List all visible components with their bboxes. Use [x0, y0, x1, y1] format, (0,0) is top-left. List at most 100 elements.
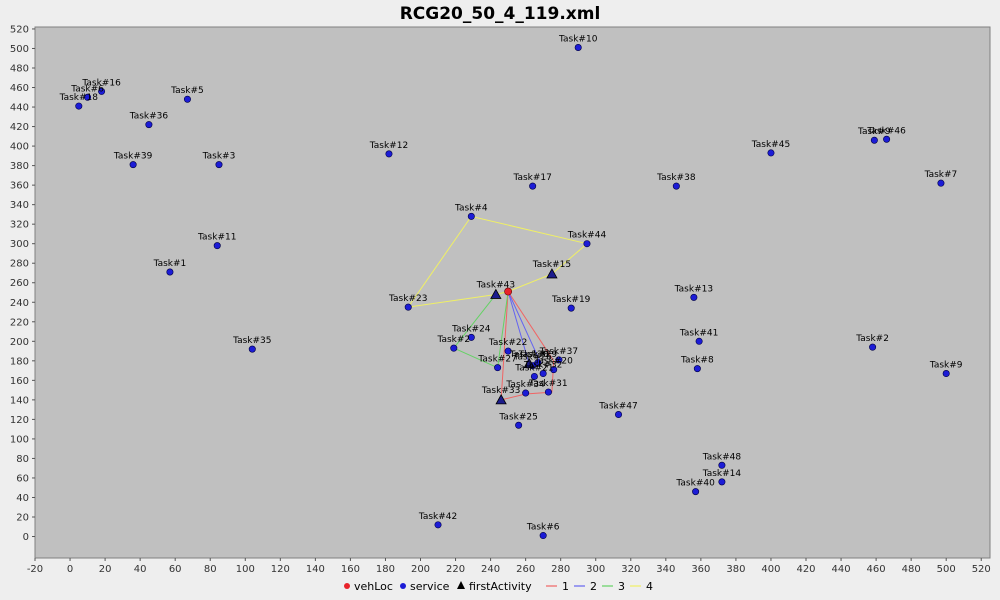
service-point-label: Task#11	[197, 233, 236, 243]
service-point-label: Task#2	[436, 335, 470, 345]
y-tick-label: 480	[10, 63, 29, 74]
service-point	[529, 182, 537, 190]
service-point-label: Task#25	[498, 412, 537, 422]
y-tick-label: 280	[10, 259, 29, 270]
x-tick-label: 500	[937, 564, 956, 575]
service-point	[767, 149, 775, 157]
x-tick-label: 280	[551, 564, 570, 575]
service-point-label: Task#27	[477, 355, 516, 365]
point-labels: Task#1Task#3Task#5Task#6Task#18Task#16Ta…	[59, 34, 963, 532]
legend-label-service: service	[410, 580, 450, 593]
service-point-label: Task#47	[598, 402, 637, 412]
y-tick-label: 0	[23, 532, 29, 543]
first-activity-label: Task#30	[509, 350, 549, 360]
service-point-label: Task#12	[369, 141, 408, 151]
y-tick-label: 460	[10, 83, 29, 94]
service-point	[504, 347, 512, 355]
service-point	[450, 344, 458, 352]
service-point-label: Task#39	[113, 152, 153, 162]
service-point	[215, 161, 223, 169]
service-point	[555, 356, 563, 364]
service-point-label: Task#9	[929, 361, 963, 371]
service-point-label: Task#46	[866, 126, 906, 136]
x-tick-label: 480	[902, 564, 921, 575]
x-tick-label: 340	[656, 564, 675, 575]
service-point	[494, 364, 502, 372]
service-point	[937, 179, 945, 187]
x-tick-label: 460	[867, 564, 886, 575]
service-point	[693, 365, 701, 373]
x-tick-label: 120	[271, 564, 290, 575]
service-point	[690, 293, 698, 301]
service-point	[404, 303, 412, 311]
legend-label-1: 1	[562, 580, 569, 593]
y-tick-label: 40	[16, 493, 29, 504]
service-point	[544, 388, 552, 396]
vehicle-location-point	[504, 287, 513, 296]
service-point	[75, 102, 83, 110]
first-activity-label: Task#33	[481, 386, 520, 396]
y-tick-label: 120	[10, 415, 29, 426]
service-point-label: Task#9	[857, 127, 891, 137]
service-point-label: Task#26	[512, 353, 552, 363]
service-point	[695, 337, 703, 345]
service-point-label: Task#40	[675, 479, 715, 489]
x-tick-label: 420	[796, 564, 815, 575]
service-point	[718, 461, 726, 469]
x-tick-label: 80	[204, 564, 217, 575]
y-tick-label: 180	[10, 356, 29, 367]
service-point	[213, 242, 221, 250]
service-point	[718, 478, 726, 486]
service-point	[145, 121, 153, 129]
x-tick-label: 40	[134, 564, 147, 575]
x-tick-label: 180	[376, 564, 395, 575]
chart-title: RCG20_50_4_119.xml	[400, 4, 601, 24]
x-tick-label: 200	[411, 564, 430, 575]
service-point	[567, 304, 575, 312]
service-point-label: Task#1	[153, 259, 187, 269]
legend-label-3: 3	[618, 580, 625, 593]
service-point-label: Task#8	[680, 356, 714, 366]
y-tick-label: 20	[16, 513, 29, 524]
service-point	[539, 370, 547, 378]
y-tick-label: 320	[10, 220, 29, 231]
service-point-label: Task#20	[533, 357, 573, 367]
axes: -20 0 20 40 60 80 100 120 140 160 180 200 220 240 260 2…	[10, 24, 991, 575]
service-point	[869, 343, 877, 351]
legend-symbol-firstActivity	[457, 581, 465, 589]
service-point-label: Task#13	[674, 284, 713, 294]
y-tick-label: 80	[16, 454, 29, 465]
service-point	[183, 95, 191, 103]
route-line-2	[507, 291, 541, 365]
y-tick-label: 440	[10, 103, 29, 114]
first-activity-marker	[523, 357, 535, 369]
service-point-label: Task#2	[855, 334, 889, 344]
service-point	[692, 488, 700, 496]
x-tick-label: 400	[761, 564, 780, 575]
y-tick-label: 200	[10, 337, 29, 348]
service-point	[84, 93, 92, 101]
plot-area	[34, 26, 991, 559]
service-point-label: Task#37	[539, 347, 578, 357]
service-point	[583, 240, 591, 248]
x-tick-label: 520	[972, 564, 991, 575]
route-line-1	[500, 291, 555, 401]
service-point-label: Task#35	[232, 336, 271, 346]
y-tick-label: 340	[10, 200, 29, 211]
service-point	[615, 411, 623, 419]
y-tick-label: 400	[10, 142, 29, 153]
legend: vehLoc service firstActivity 1 2 3 4	[344, 580, 653, 593]
service-point	[98, 87, 106, 95]
service-point	[434, 521, 442, 529]
service-point	[534, 359, 542, 367]
service-point	[166, 268, 174, 276]
service-point-label: Task#29	[518, 350, 558, 360]
service-point-label: Task#45	[751, 140, 790, 150]
data-points	[75, 43, 950, 540]
service-point-label: Task#6	[70, 84, 104, 94]
x-tick-label: 20	[99, 564, 112, 575]
service-point	[248, 345, 256, 353]
legend-label-firstActivity: firstActivity	[469, 580, 532, 593]
service-point	[550, 366, 558, 374]
service-point	[672, 182, 680, 190]
